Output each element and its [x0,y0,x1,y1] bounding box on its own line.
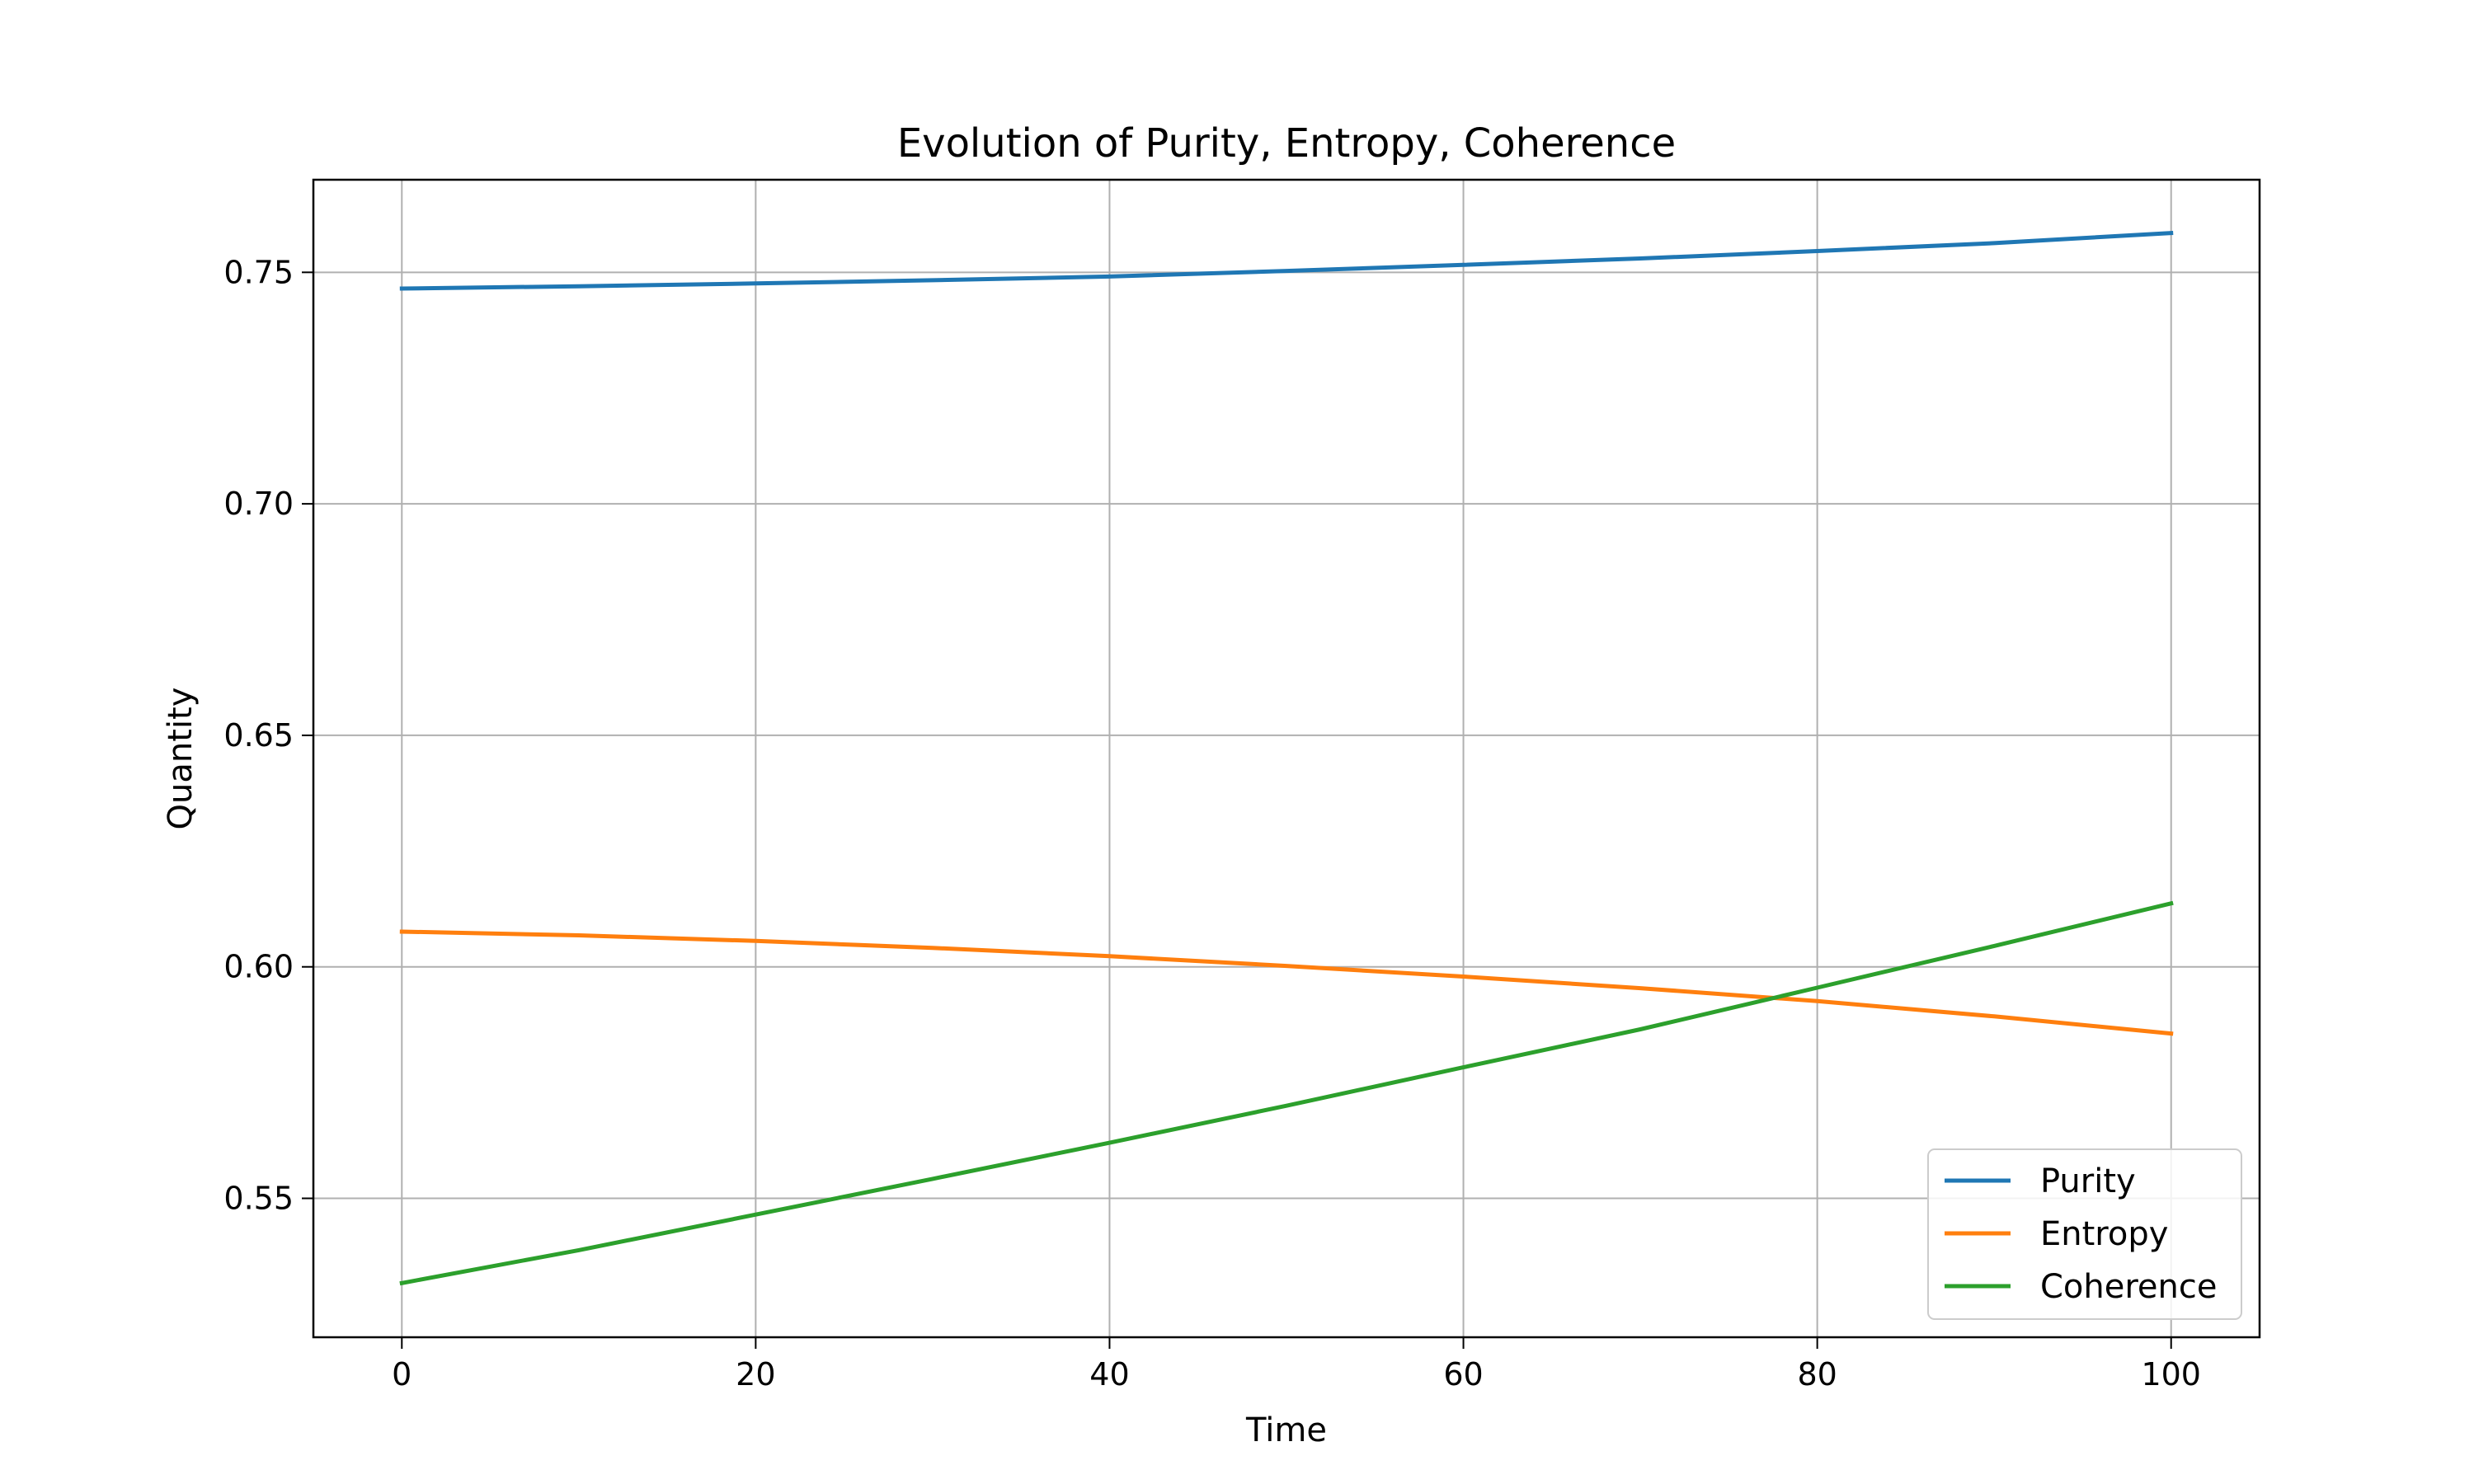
x-tick-label: 100 [2141,1356,2201,1392]
chart-title: Evolution of Purity, Entropy, Coherence [897,120,1676,167]
y-tick-label: 0.60 [223,949,294,985]
legend-box [1927,1148,2242,1320]
series-line-coherence [399,900,2174,1286]
y-tick-label: 0.65 [223,717,294,754]
x-tick-label: 60 [1443,1356,1483,1392]
series-line-entropy [399,929,2174,1036]
x-tick-label: 20 [736,1356,775,1392]
plot-area-frame [312,178,2261,1339]
x-tick-label: 80 [1797,1356,1837,1392]
y-tick-label: 0.75 [223,254,294,290]
series-line-purity [399,230,2174,291]
y-tick-label: 0.70 [223,486,294,522]
x-tick-label: 40 [1089,1356,1129,1392]
legend-label-entropy: Entropy [2040,1215,2168,1253]
legend: Purity Entropy Coherence [1927,1148,2242,1320]
x-tick-label: 0 [392,1356,412,1392]
axis-ticks: 0 20 40 60 80 100 0.55 0.60 0.65 0.70 0.75 [223,254,2201,1392]
series-lines [399,230,2174,1286]
legend-label-purity: Purity [2040,1162,2136,1200]
y-axis-label: Quantity [162,688,200,830]
y-tick-label: 0.55 [223,1181,294,1217]
legend-label-coherence: Coherence [2040,1268,2218,1306]
x-axis-label: Time [1245,1411,1327,1449]
